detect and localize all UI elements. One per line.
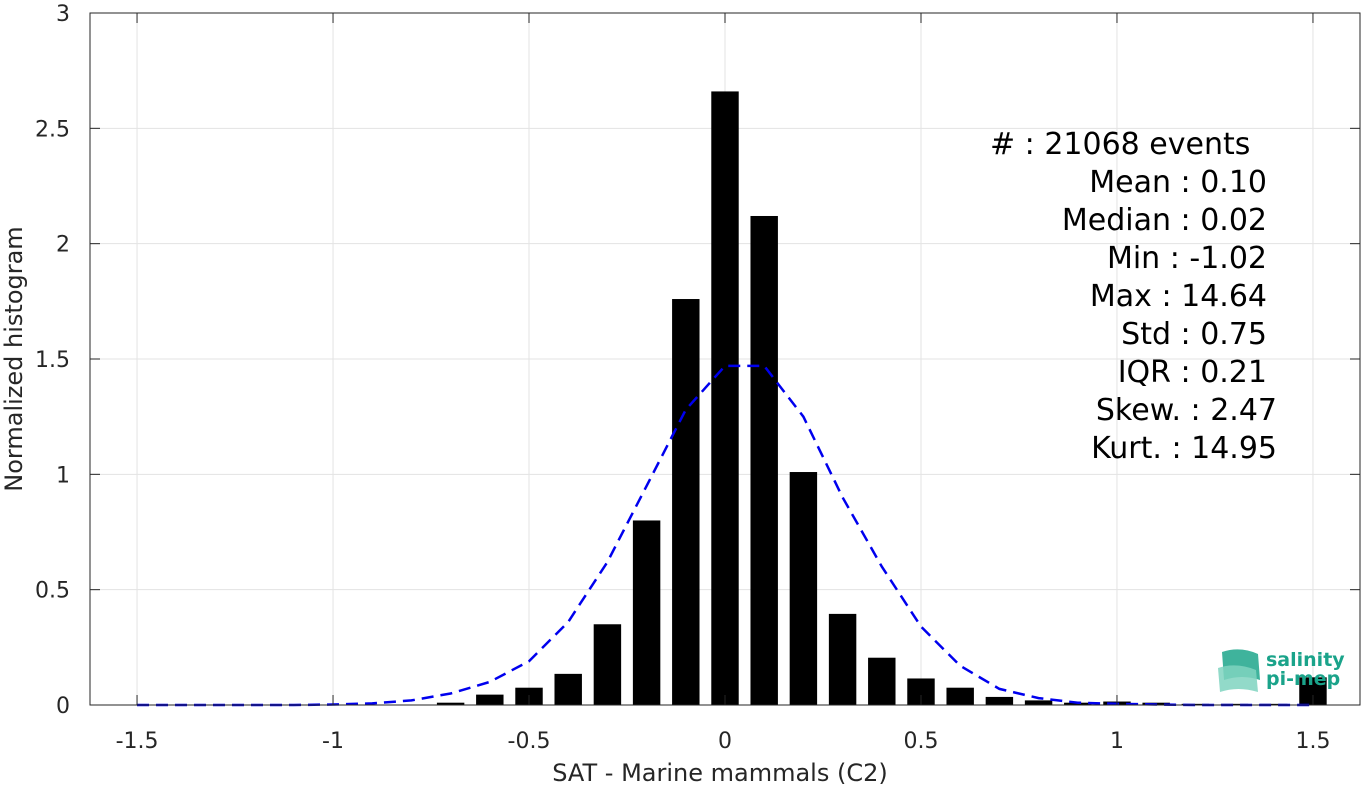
histogram-bar — [750, 215, 778, 705]
x-tick-label: -1 — [322, 729, 344, 754]
histogram-bar — [632, 520, 661, 705]
stat-iqr: IQR : 0.21 — [1118, 355, 1267, 390]
y-tick-label: 1.5 — [35, 348, 70, 373]
y-axis-label: Normalized histogram — [0, 226, 28, 491]
y-tick-label: 1 — [56, 463, 70, 488]
stats-annotation: # : 21068 events Mean : 0.10 Median : 0.… — [990, 127, 1277, 466]
stat-events: # : 21068 events — [990, 127, 1250, 162]
histogram-bar — [1024, 700, 1053, 705]
x-tick-label: 1.5 — [1295, 729, 1330, 754]
x-tick-label: -1.5 — [116, 729, 159, 754]
x-tick-label: 0 — [718, 729, 732, 754]
y-tick-label: 2.5 — [35, 117, 70, 142]
logo-line2: pi-mep — [1266, 668, 1340, 690]
histogram-bar — [946, 687, 974, 705]
histogram-bar — [476, 694, 504, 705]
stat-std: Std : 0.75 — [1121, 317, 1267, 352]
y-axis-ticks: 0 0.5 1 1.5 2 2.5 3 — [35, 2, 1360, 719]
histogram-bar — [436, 702, 465, 705]
stat-skew: Skew. : 2.47 — [1096, 393, 1277, 428]
stat-max: Max : 14.64 — [1090, 279, 1267, 314]
histogram-bar — [1220, 703, 1249, 705]
salinity-pimep-logo: salinity pi-mep — [1218, 649, 1345, 692]
histogram-bar — [828, 613, 857, 705]
x-tick-label: 1 — [1110, 729, 1124, 754]
logo-wave-icon-lower — [1218, 665, 1258, 692]
histogram-bar — [711, 91, 739, 706]
x-axis-ticks: -1.5 -1 -0.5 0 0.5 1 1.5 — [116, 13, 1330, 754]
histogram-bar — [1260, 703, 1288, 705]
histogram-bar — [789, 472, 818, 705]
histogram-bar — [868, 657, 896, 705]
y-tick-label: 3 — [56, 2, 70, 27]
stat-mean: Mean : 0.10 — [1089, 165, 1267, 200]
histogram-bar — [985, 696, 1014, 705]
histogram-bar — [1181, 703, 1210, 705]
y-tick-label: 0 — [56, 694, 70, 719]
x-tick-label: 0.5 — [903, 729, 938, 754]
histogram-bar — [672, 299, 700, 705]
logo-line1: salinity — [1266, 649, 1345, 671]
stat-min: Min : -1.02 — [1107, 241, 1267, 276]
y-tick-label: 2 — [56, 233, 70, 258]
stat-kurt: Kurt. : 14.95 — [1091, 431, 1277, 466]
y-tick-label: 0.5 — [35, 579, 70, 604]
x-axis-label: SAT - Marine mammals (C2) — [552, 759, 887, 785]
x-tick-label: -0.5 — [508, 729, 551, 754]
histogram-bar — [593, 624, 622, 705]
stat-median: Median : 0.02 — [1062, 203, 1267, 238]
histogram-bars — [436, 91, 1327, 706]
histogram-bar — [554, 673, 582, 705]
